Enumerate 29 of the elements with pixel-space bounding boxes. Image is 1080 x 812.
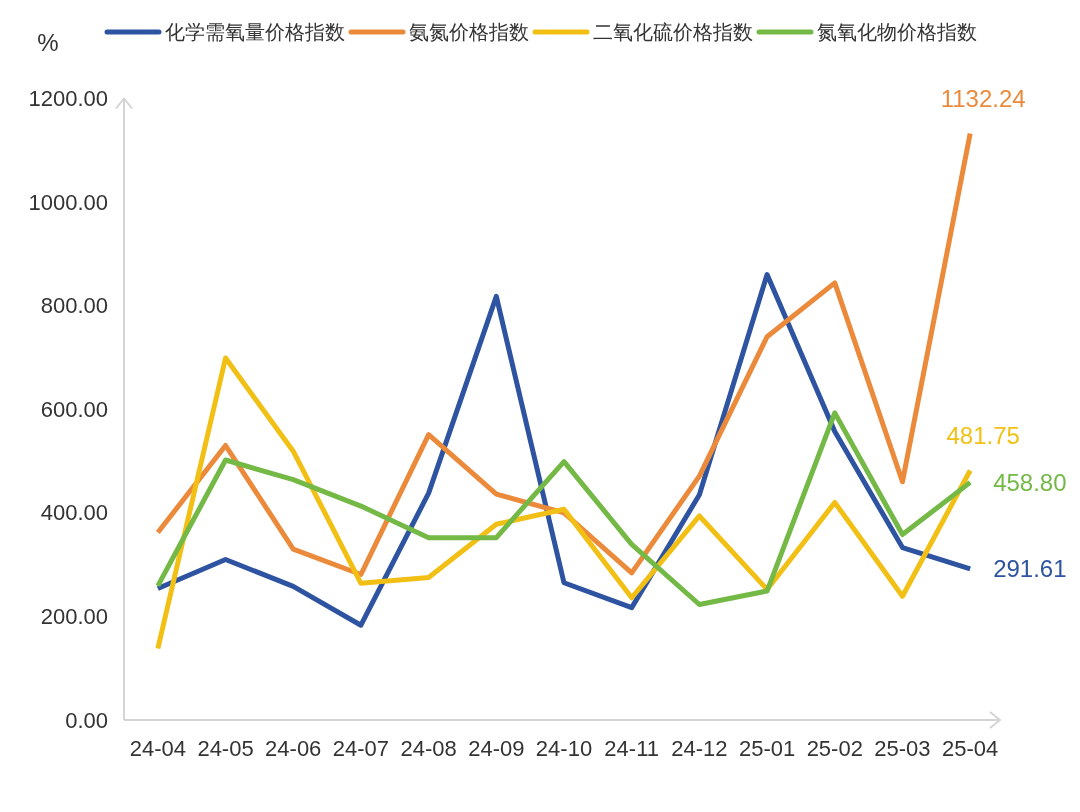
legend-label: 二氧化硫价格指数 [593, 21, 753, 43]
y-tick-label: 1000.00 [28, 189, 108, 215]
x-tick-label: 24-06 [265, 735, 322, 761]
x-tick-label: 24-07 [332, 735, 390, 761]
y-tick-label: 200.00 [40, 603, 108, 629]
data-label: 291.61 [993, 555, 1067, 583]
x-tick-label: 24-10 [535, 735, 593, 761]
y-tick-label: 0.00 [65, 707, 108, 733]
legend-label: 化学需氧量价格指数 [165, 21, 345, 43]
x-tick-label: 24-04 [129, 735, 186, 761]
x-tick-label: 25-01 [738, 735, 796, 761]
legend-label: 氨氮价格指数 [409, 21, 529, 43]
x-tick-label: 24-09 [468, 735, 525, 761]
data-label: 481.75 [946, 421, 1020, 449]
y-axis-title: % [37, 28, 59, 56]
y-tick-label: 600.00 [40, 396, 108, 422]
y-tick-label: 1200.00 [28, 86, 108, 111]
x-tick-label: 24-08 [400, 735, 457, 761]
x-tick-label: 25-03 [874, 735, 931, 761]
y-tick-label: 400.00 [40, 500, 108, 526]
legend-label: 氮氧化物价格指数 [817, 21, 977, 43]
x-tick-label: 24-11 [604, 735, 660, 761]
y-tick-label: 800.00 [40, 293, 108, 319]
x-tick-label: 25-04 [942, 735, 999, 761]
x-tick-label: 24-12 [671, 735, 728, 761]
x-tick-label: 25-02 [806, 735, 863, 761]
data-label: 1132.24 [940, 85, 1026, 113]
data-label: 458.80 [993, 468, 1067, 496]
x-tick-label: 24-05 [197, 735, 254, 761]
